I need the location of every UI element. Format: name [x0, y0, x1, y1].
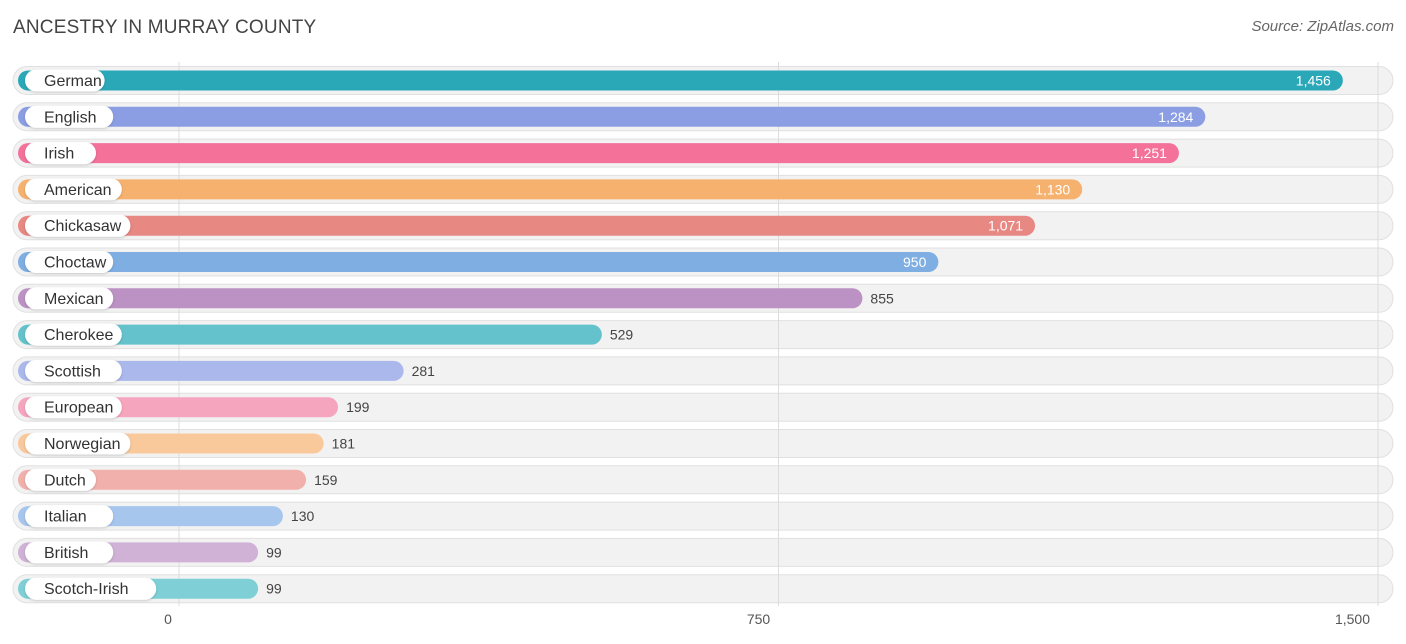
value-label: 181 [332, 436, 356, 452]
category-pill [25, 505, 114, 528]
category-pill [25, 287, 114, 310]
category-label: American [44, 182, 112, 199]
value-label: 199 [346, 399, 370, 415]
x-tick-label: 1,500 [1335, 611, 1370, 627]
category-pill [25, 178, 122, 201]
value-label: 529 [610, 327, 634, 343]
value-label: 950 [903, 254, 927, 270]
category-pill [25, 359, 122, 382]
bar-chickasaw [18, 215, 1036, 236]
category-label: Dutch [44, 472, 86, 489]
value-label: 159 [314, 472, 338, 488]
bar-track [12, 465, 1394, 495]
category-pill [25, 105, 114, 128]
bar-irish [18, 143, 1179, 164]
bar-american [18, 179, 1083, 200]
category-pill [25, 323, 122, 346]
bar-choctaw [18, 252, 939, 272]
value-label: 130 [291, 508, 315, 524]
category-pill [25, 432, 131, 455]
category-label: European [44, 400, 113, 417]
value-label: 1,284 [1158, 109, 1193, 125]
category-pill [25, 214, 131, 237]
category-label: British [44, 545, 88, 562]
category-label: Cherokee [44, 327, 113, 344]
bar-english [18, 106, 1206, 127]
category-pill [25, 468, 96, 491]
x-tick-label: 750 [747, 611, 771, 627]
value-label: 1,456 [1296, 73, 1331, 89]
category-label: Irish [44, 146, 74, 163]
bar-mexican [18, 288, 863, 309]
category-label: German [44, 73, 102, 90]
bar-german [18, 70, 1343, 91]
value-label: 1,130 [1035, 181, 1070, 197]
category-label: Mexican [44, 291, 104, 308]
category-label: Norwegian [44, 436, 120, 453]
category-label: Scottish [44, 363, 101, 380]
value-label: 99 [266, 544, 282, 560]
category-label: Scotch-Irish [44, 581, 128, 598]
value-label: 855 [870, 290, 894, 306]
bar-track [12, 574, 1394, 604]
value-label: 1,251 [1132, 145, 1167, 161]
category-label: Italian [44, 509, 87, 526]
bar-cherokee [18, 324, 602, 345]
x-tick-label: 0 [164, 611, 172, 627]
category-pill [25, 142, 96, 165]
bar-track [12, 392, 1394, 422]
category-pill [25, 69, 105, 92]
category-label: Choctaw [44, 255, 107, 272]
bar-track [12, 429, 1394, 458]
value-label: 1,071 [988, 218, 1023, 234]
bar-track [12, 537, 1394, 567]
value-label: 99 [266, 581, 282, 597]
category-pill [25, 577, 157, 600]
category-pill [25, 251, 114, 273]
bar-track [12, 501, 1394, 531]
value-label: 281 [412, 363, 436, 379]
category-pill [25, 541, 114, 564]
source-credit: Source: ZipAtlas.com [1251, 18, 1394, 35]
category-label: Chickasaw [44, 218, 122, 235]
chart-title: ANCESTRY IN MURRAY COUNTY [13, 17, 317, 38]
category-label: English [44, 109, 96, 126]
category-pill [25, 396, 122, 419]
